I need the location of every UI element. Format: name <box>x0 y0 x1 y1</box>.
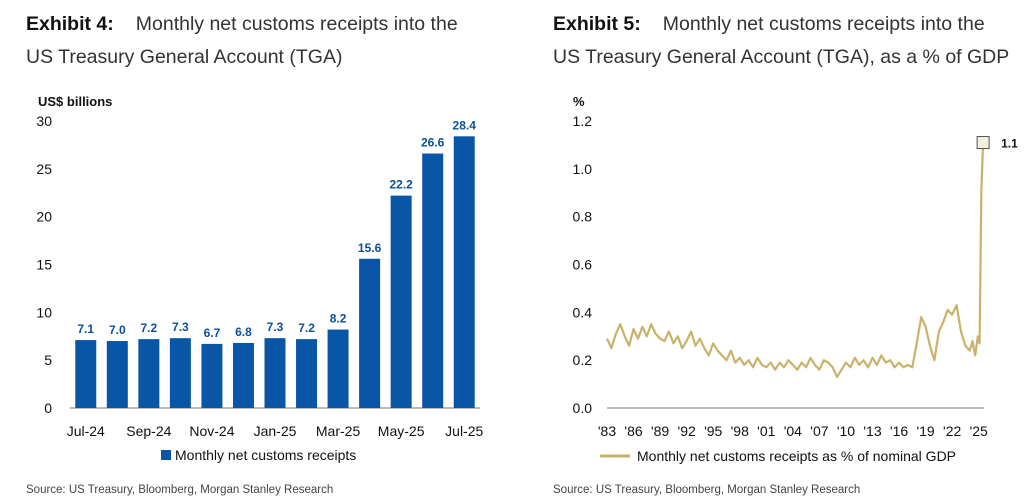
y-tick-label: 0.2 <box>573 352 593 368</box>
bar-data-label: 15.6 <box>358 241 382 255</box>
x-tick-label: Jul-25 <box>445 423 483 439</box>
bar <box>75 340 97 408</box>
y-axis-label: US$ billions <box>38 94 112 109</box>
bar-data-label: 6.8 <box>235 325 252 339</box>
bar <box>327 329 349 408</box>
exhibit-4-title-line-2: US Treasury General Account (TGA) <box>26 46 343 68</box>
x-tick-label: '16 <box>890 423 908 439</box>
x-tick-label: '01 <box>757 423 775 439</box>
x-tick-label: May-25 <box>378 423 425 439</box>
x-tick-label: '10 <box>837 423 855 439</box>
y-tick-label: 0.4 <box>573 304 593 320</box>
exhibit-5-title-line-1: Exhibit 5: Monthly net customs receipts i… <box>553 8 1023 41</box>
exhibit-5-title-line-2: US Treasury General Account (TGA), as a … <box>553 46 1010 68</box>
y-tick-label: 0.0 <box>573 400 593 416</box>
exhibit-4-title-line-1: Exhibit 4: Monthly net customs receipts i… <box>26 8 496 41</box>
x-tick-label: '19 <box>916 423 934 439</box>
exhibit-4-source: Source: US Treasury, Bloomberg, Morgan S… <box>26 484 334 496</box>
x-tick-label: '95 <box>704 423 722 439</box>
bar-data-label: 26.6 <box>421 136 445 150</box>
bar-data-label: 22.2 <box>389 178 413 192</box>
annotation-marker <box>976 136 990 150</box>
x-tick-label: '86 <box>624 423 642 439</box>
bar <box>232 342 254 408</box>
y-tick-label: 1.0 <box>573 161 593 177</box>
bar <box>422 153 444 408</box>
bar-data-label: 7.1 <box>77 322 94 336</box>
y-tick-label: 10 <box>36 304 52 320</box>
x-tick-label: '07 <box>810 423 828 439</box>
bar-data-label: 7.3 <box>267 320 284 334</box>
exhibit-5-source: Source: US Treasury, Bloomberg, Morgan S… <box>553 484 861 496</box>
bar <box>264 338 286 408</box>
x-tick-label: '98 <box>731 423 749 439</box>
y-tick-label: 0.6 <box>573 257 593 273</box>
bar <box>106 341 128 408</box>
x-tick-label: '22 <box>943 423 961 439</box>
exhibit-5-title-text: Monthly net customs receipts into the <box>662 13 985 35</box>
x-tick-label: Mar-25 <box>316 423 361 439</box>
bar-data-label: 7.2 <box>141 321 158 335</box>
y-tick-label: 15 <box>36 257 52 273</box>
y-tick-label: 0.8 <box>573 209 593 225</box>
bar <box>453 136 475 408</box>
y-tick-label: 0 <box>44 400 52 416</box>
annotation-label: 1.1 <box>1001 137 1018 151</box>
x-tick-label: Jan-25 <box>254 423 297 439</box>
exhibit-4-title-text: Monthly net customs receipts into the <box>135 13 458 35</box>
x-tick-label: '04 <box>784 423 802 439</box>
exhibit-4-label: Exhibit 4: <box>26 13 114 35</box>
y-tick-label: 25 <box>36 161 52 177</box>
y-tick-label: 1.2 <box>573 113 593 129</box>
x-tick-label: Jul-24 <box>67 423 105 439</box>
x-tick-label: '13 <box>863 423 881 439</box>
y-tick-label: 30 <box>36 113 52 129</box>
bar-data-label: 7.2 <box>298 321 315 335</box>
bar-data-label: 8.2 <box>330 312 347 326</box>
y-tick-label: 20 <box>36 209 52 225</box>
bar-data-label: 28.4 <box>453 118 477 132</box>
y-tick-label: 5 <box>44 352 52 368</box>
bar <box>296 339 318 408</box>
legend-swatch <box>161 450 171 460</box>
bar <box>169 338 191 408</box>
exhibit-5-header: Exhibit 5: Monthly net customs receipts i… <box>553 8 1023 74</box>
bar-data-label: 6.7 <box>204 326 221 340</box>
legend-label: Monthly net customs receipts <box>175 447 356 463</box>
legend-label: Monthly net customs receipts as % of nom… <box>637 448 956 464</box>
bar <box>359 258 381 408</box>
exhibit-5-label: Exhibit 5: <box>553 13 641 35</box>
x-tick-label: '89 <box>651 423 669 439</box>
series-line <box>606 142 985 378</box>
x-tick-label: '83 <box>598 423 616 439</box>
bar <box>390 195 412 408</box>
bar <box>138 339 160 408</box>
bar-data-label: 7.0 <box>109 323 126 337</box>
bar-data-label: 7.3 <box>172 320 189 334</box>
exhibit-4-header: Exhibit 4: Monthly net customs receipts i… <box>26 8 496 74</box>
x-tick-label: '25 <box>970 423 988 439</box>
bar <box>201 343 223 408</box>
x-tick-label: Nov-24 <box>189 423 234 439</box>
x-tick-label: '92 <box>678 423 696 439</box>
x-tick-label: Sep-24 <box>126 423 171 439</box>
y-axis-label: % <box>573 94 585 109</box>
